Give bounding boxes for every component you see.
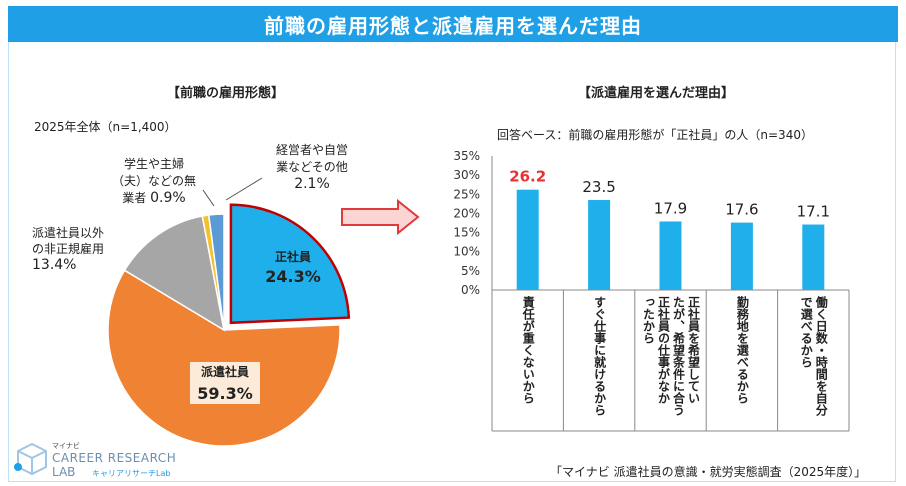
y-tick-label: 10%: [453, 245, 480, 259]
y-tick-label: 30%: [453, 168, 480, 182]
label-seishain: 正社員 24.3%: [260, 247, 326, 287]
label-student-line1: 学生や主婦: [123, 157, 184, 171]
y-tick-label: 15%: [453, 226, 480, 240]
leader-student: [202, 189, 215, 207]
logo-line1: CAREER RESEARCH: [52, 451, 177, 465]
content-frame: [8, 42, 896, 482]
label-other-line2: 業などその他: [276, 160, 348, 174]
bar-4: [730, 222, 753, 290]
leader-other: [225, 177, 263, 201]
title-banner: 前職の雇用形態と派遣雇用を選んだ理由: [8, 6, 898, 42]
label-haken: 派遣社員 59.3%: [190, 362, 260, 404]
bar-5: [802, 224, 825, 290]
y-tick-label: 20%: [453, 206, 480, 220]
page-title: 前職の雇用形態と派遣雇用を選んだ理由: [264, 13, 642, 38]
arrow-right-icon: [341, 198, 420, 236]
category-label-5: 働く日数・時間を自分 で選べるから: [799, 296, 829, 416]
pie-heading: 【前職の雇用形態】: [167, 86, 285, 101]
y-tick-label: 0%: [461, 283, 480, 297]
bar-3: [659, 221, 682, 290]
pie-slice-hiseiki: [123, 215, 226, 332]
y-tick-label: 35%: [453, 149, 480, 163]
bar-2: [588, 200, 611, 290]
label-seishain-value: 24.3%: [265, 267, 321, 286]
bar-1: [516, 189, 539, 290]
bar-value-label-5: 17.1: [797, 203, 830, 221]
pie-slice-haken: [107, 269, 341, 447]
logo-brand: マイナビ: [52, 442, 80, 450]
label-haken-name: 派遣社員: [200, 365, 249, 379]
logo-sub: キャリアリサーチLab: [92, 469, 171, 478]
category-label-3: 正社員を希望してい たが、希望条件に合う 正社員の仕事がなか ったから: [641, 296, 701, 416]
bar-value-label-2: 23.5: [582, 178, 615, 196]
label-hiseiki-line1: 派遣社員以外: [32, 226, 105, 240]
pie-base-note: 2025年全体（n=1,400）: [34, 120, 177, 134]
label-haken-value: 59.3%: [197, 384, 253, 403]
category-label-4: 勤務地を選べるから: [735, 296, 750, 404]
pie-slice-seishain: [229, 203, 351, 325]
logo-line2: LAB: [52, 465, 76, 479]
label-other-line1: 経営者や自営: [275, 143, 348, 157]
pie-chart: [107, 177, 351, 447]
label-hiseiki: 派遣社員以外 の非正規雇用 13.4%: [32, 225, 104, 273]
y-tick-label: 5%: [461, 264, 480, 278]
bar-value-label-3: 17.9: [654, 199, 687, 217]
pie-slice-other: [207, 213, 225, 331]
label-seishain-name: 正社員: [274, 250, 311, 264]
label-student-value: 0.9%: [150, 190, 186, 206]
lab-cube-icon: [14, 442, 47, 476]
source-note: 「マイナビ 派遣社員の意識・就労実態調査（2025年度）」: [550, 465, 867, 479]
label-student: 学生や主婦 （夫）などの無 業者 0.9%: [105, 156, 203, 207]
logo: マイナビ CAREER RESEARCH LAB キャリアリサーチLab: [12, 440, 212, 480]
label-other-value: 2.1%: [294, 176, 330, 192]
bar-value-label-4: 17.6: [725, 201, 758, 219]
category-label-2: すぐ仕事に就けるから: [592, 296, 607, 416]
label-other: 経営者や自営 業などその他 2.1%: [264, 142, 360, 193]
y-tick-label: 25%: [453, 187, 480, 201]
bar-value-label-1: 26.2: [509, 168, 546, 186]
bar-heading: 【派遣雇用を選んだ理由】: [578, 86, 735, 101]
label-student-line3: 業者: [122, 191, 147, 205]
bar-base-note: 回答ベース：前職の雇用形態が「正社員」の人（n=340）: [497, 128, 813, 142]
label-hiseiki-line2: の非正規雇用: [32, 242, 105, 256]
category-label-1: 責任が重くないから: [521, 296, 536, 404]
label-hiseiki-value: 13.4%: [32, 257, 77, 273]
label-student-line2: （夫）などの無: [111, 174, 196, 188]
